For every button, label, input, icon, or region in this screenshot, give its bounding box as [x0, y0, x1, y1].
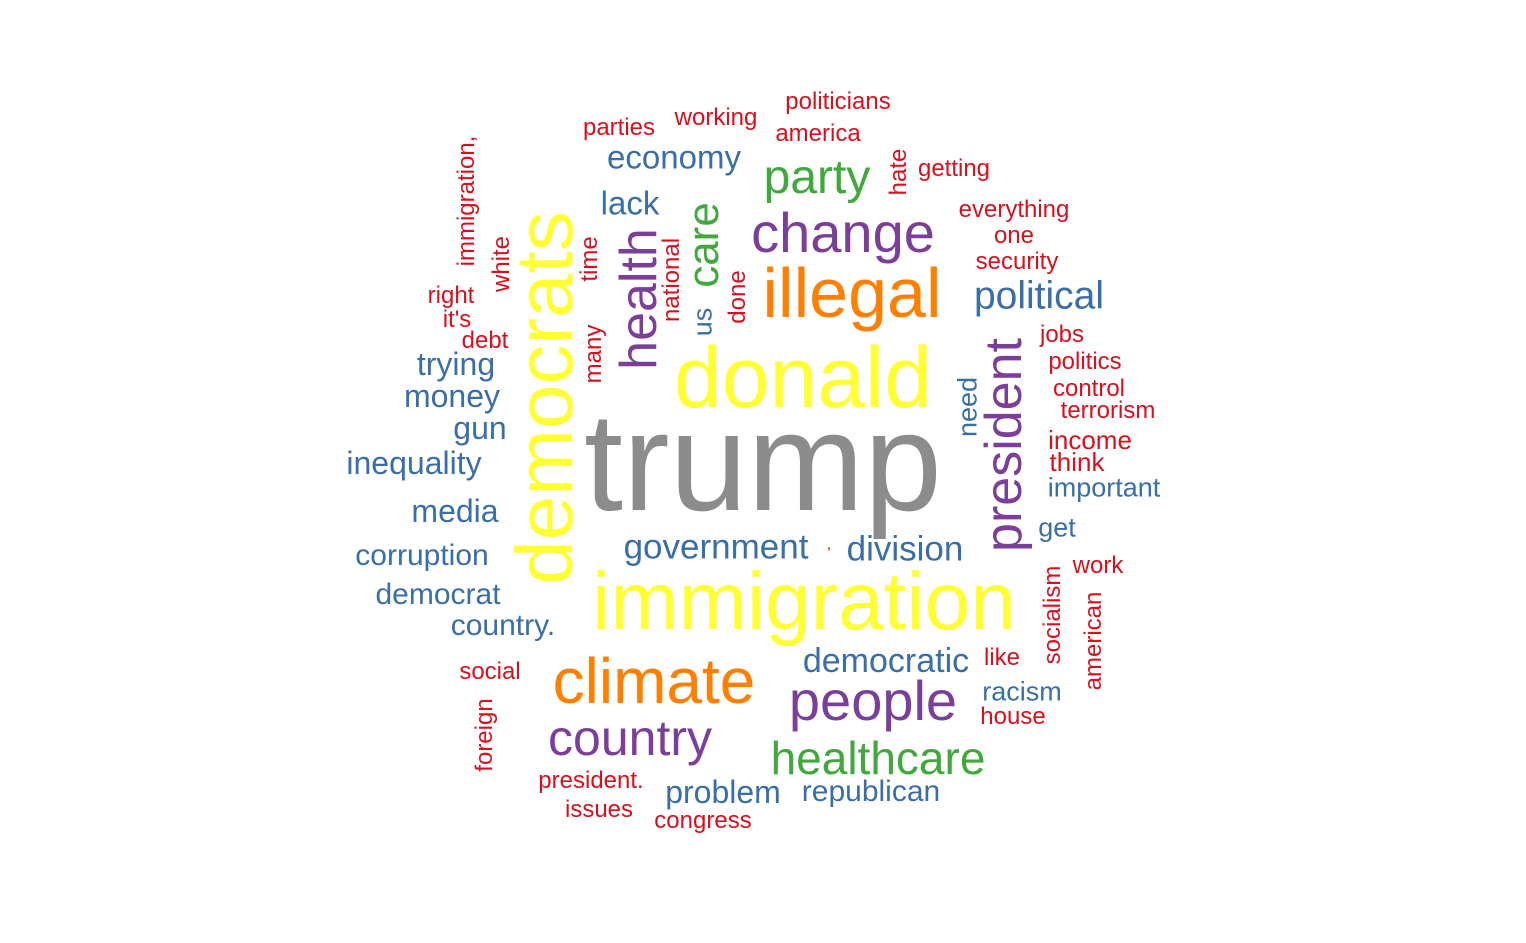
word-time: time [576, 236, 603, 282]
word-socialism: socialism [1039, 565, 1066, 665]
word-done: done [724, 270, 751, 324]
word-politics: politics [1048, 348, 1122, 375]
word-country: country [548, 710, 712, 766]
word-debt: debt [461, 327, 509, 354]
word-security: security [975, 248, 1059, 275]
word-government: government [623, 527, 809, 567]
word-terrorism: terrorism [1060, 397, 1156, 424]
word-income: income [1048, 425, 1132, 455]
word-democrats: democrats [500, 211, 589, 585]
word-care: care [679, 202, 728, 288]
word-national: national [658, 237, 685, 323]
word-america: america [775, 120, 861, 147]
word-president-dot: president. [538, 767, 644, 794]
word-one: one [993, 222, 1035, 249]
word-many: many [580, 324, 607, 384]
word-issues: issues [564, 796, 634, 823]
word-right: right [427, 282, 475, 309]
word-racism: racism [982, 676, 1062, 707]
word-think: think [1049, 447, 1105, 477]
word-hate: hate [885, 148, 912, 196]
word-social: social [459, 658, 521, 685]
word-foreign: foreign [471, 698, 498, 772]
word-economy: economy [607, 138, 741, 176]
word-important: important [1047, 472, 1161, 503]
word-like: like [983, 644, 1021, 671]
word-climate: climate [552, 645, 756, 717]
word-get: get [1038, 512, 1076, 543]
word-need: need [952, 376, 983, 438]
word-party: party [763, 151, 871, 204]
word-democratic: democratic [802, 642, 970, 680]
word-jobs: jobs [1039, 321, 1085, 348]
word-trying: trying [416, 346, 496, 382]
word-country-dot: country. [450, 609, 556, 642]
word-politicians: politicians [785, 88, 891, 115]
word-president: president [975, 338, 1033, 552]
word-parties: parties [582, 114, 656, 141]
word-working: working [674, 104, 758, 131]
word-gun: gun [453, 410, 507, 446]
word-republican: republican [801, 775, 941, 808]
word-us: us [687, 307, 718, 337]
word-healthcare: healthcare [770, 732, 986, 784]
word-congress: congress [654, 807, 752, 834]
word-getting: getting [917, 155, 991, 182]
word-its: it's [442, 306, 472, 333]
word-inequality: inequality [346, 445, 482, 481]
word-division: division [846, 529, 964, 569]
word-democrat: democrat [375, 578, 501, 611]
word-comma: , [826, 536, 832, 553]
word-immigration: immigration [592, 556, 1016, 647]
word-money: money [403, 378, 501, 414]
word-corruption: corruption [355, 539, 489, 572]
word-work: work [1072, 552, 1124, 579]
word-political: political [973, 274, 1105, 318]
word-control: control [1052, 375, 1126, 402]
word-problem: problem [665, 774, 781, 810]
word-lack: lack [600, 184, 660, 222]
word-house: house [980, 703, 1046, 730]
word-donald: donald [673, 330, 933, 426]
word-people: people [788, 669, 958, 732]
word-everything: everything [958, 196, 1070, 223]
word-trump: trump [584, 383, 942, 540]
word-media: media [411, 493, 499, 529]
word-change: change [751, 201, 935, 264]
word-white: white [488, 235, 515, 293]
word-immigration-comma: immigration, [453, 135, 480, 267]
word-american: american [1080, 591, 1107, 691]
word-illegal: illegal [762, 254, 942, 332]
